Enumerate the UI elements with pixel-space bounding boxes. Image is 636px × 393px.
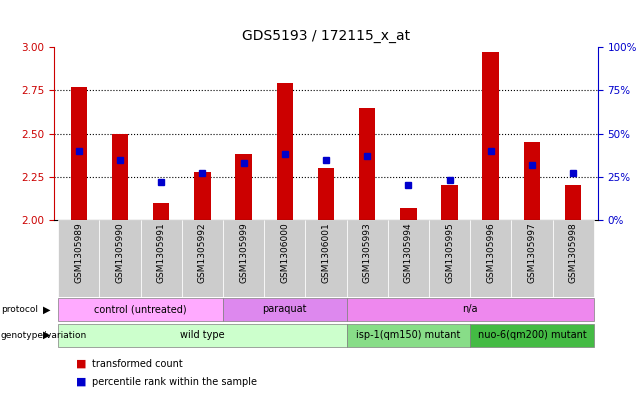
Bar (194, 172, 211, 220)
Text: control (untreated): control (untreated) (94, 305, 187, 314)
Bar (318, 168, 334, 220)
Bar (305, 220, 347, 297)
Text: ▶: ▶ (43, 305, 51, 314)
Text: n/a: n/a (462, 305, 478, 314)
Bar (388, 220, 429, 297)
Text: GSM1305996: GSM1305996 (487, 222, 495, 283)
Bar (429, 220, 470, 297)
Text: paraquat: paraquat (263, 305, 307, 314)
Text: GSM1306001: GSM1306001 (321, 222, 331, 283)
Text: GSM1305990: GSM1305990 (116, 222, 125, 283)
Text: percentile rank within the sample: percentile rank within the sample (92, 377, 257, 387)
Text: wild type: wild type (180, 330, 225, 340)
Text: genotype/variation: genotype/variation (1, 331, 87, 340)
Text: protocol: protocol (1, 305, 38, 314)
Text: GSM1305995: GSM1305995 (445, 222, 454, 283)
Bar (99, 220, 141, 297)
Bar (483, 52, 499, 220)
Text: isp-1(qm150) mutant: isp-1(qm150) mutant (356, 330, 460, 340)
Text: GSM1305991: GSM1305991 (156, 222, 165, 283)
Bar (441, 185, 458, 220)
Bar (553, 220, 594, 297)
Bar (347, 323, 470, 347)
Bar (359, 108, 375, 220)
Text: GSM1305997: GSM1305997 (527, 222, 536, 283)
Text: ▶: ▶ (43, 330, 51, 340)
Text: GSM1305998: GSM1305998 (569, 222, 577, 283)
Bar (223, 298, 347, 321)
Text: ■: ■ (76, 377, 87, 387)
Text: GSM1306000: GSM1306000 (280, 222, 289, 283)
Bar (470, 220, 511, 297)
Bar (58, 220, 99, 297)
Text: GSM1305994: GSM1305994 (404, 222, 413, 283)
Bar (565, 185, 581, 220)
Bar (347, 298, 594, 321)
Bar (182, 220, 223, 297)
Bar (223, 220, 264, 297)
Bar (400, 208, 417, 220)
Text: ■: ■ (76, 359, 87, 369)
Bar (235, 154, 252, 220)
Text: GSM1305993: GSM1305993 (363, 222, 371, 283)
Bar (277, 83, 293, 220)
Bar (347, 220, 388, 297)
Bar (511, 220, 553, 297)
Text: transformed count: transformed count (92, 359, 183, 369)
Title: GDS5193 / 172115_x_at: GDS5193 / 172115_x_at (242, 29, 410, 43)
Bar (71, 87, 87, 220)
Bar (470, 323, 594, 347)
Bar (112, 134, 128, 220)
Text: nuo-6(qm200) mutant: nuo-6(qm200) mutant (478, 330, 586, 340)
Text: GSM1305989: GSM1305989 (74, 222, 83, 283)
Text: GSM1305999: GSM1305999 (239, 222, 248, 283)
Text: GSM1305992: GSM1305992 (198, 222, 207, 283)
Bar (264, 220, 305, 297)
Bar (58, 298, 223, 321)
Bar (523, 142, 540, 220)
Bar (58, 323, 347, 347)
Bar (153, 203, 169, 220)
Bar (141, 220, 182, 297)
